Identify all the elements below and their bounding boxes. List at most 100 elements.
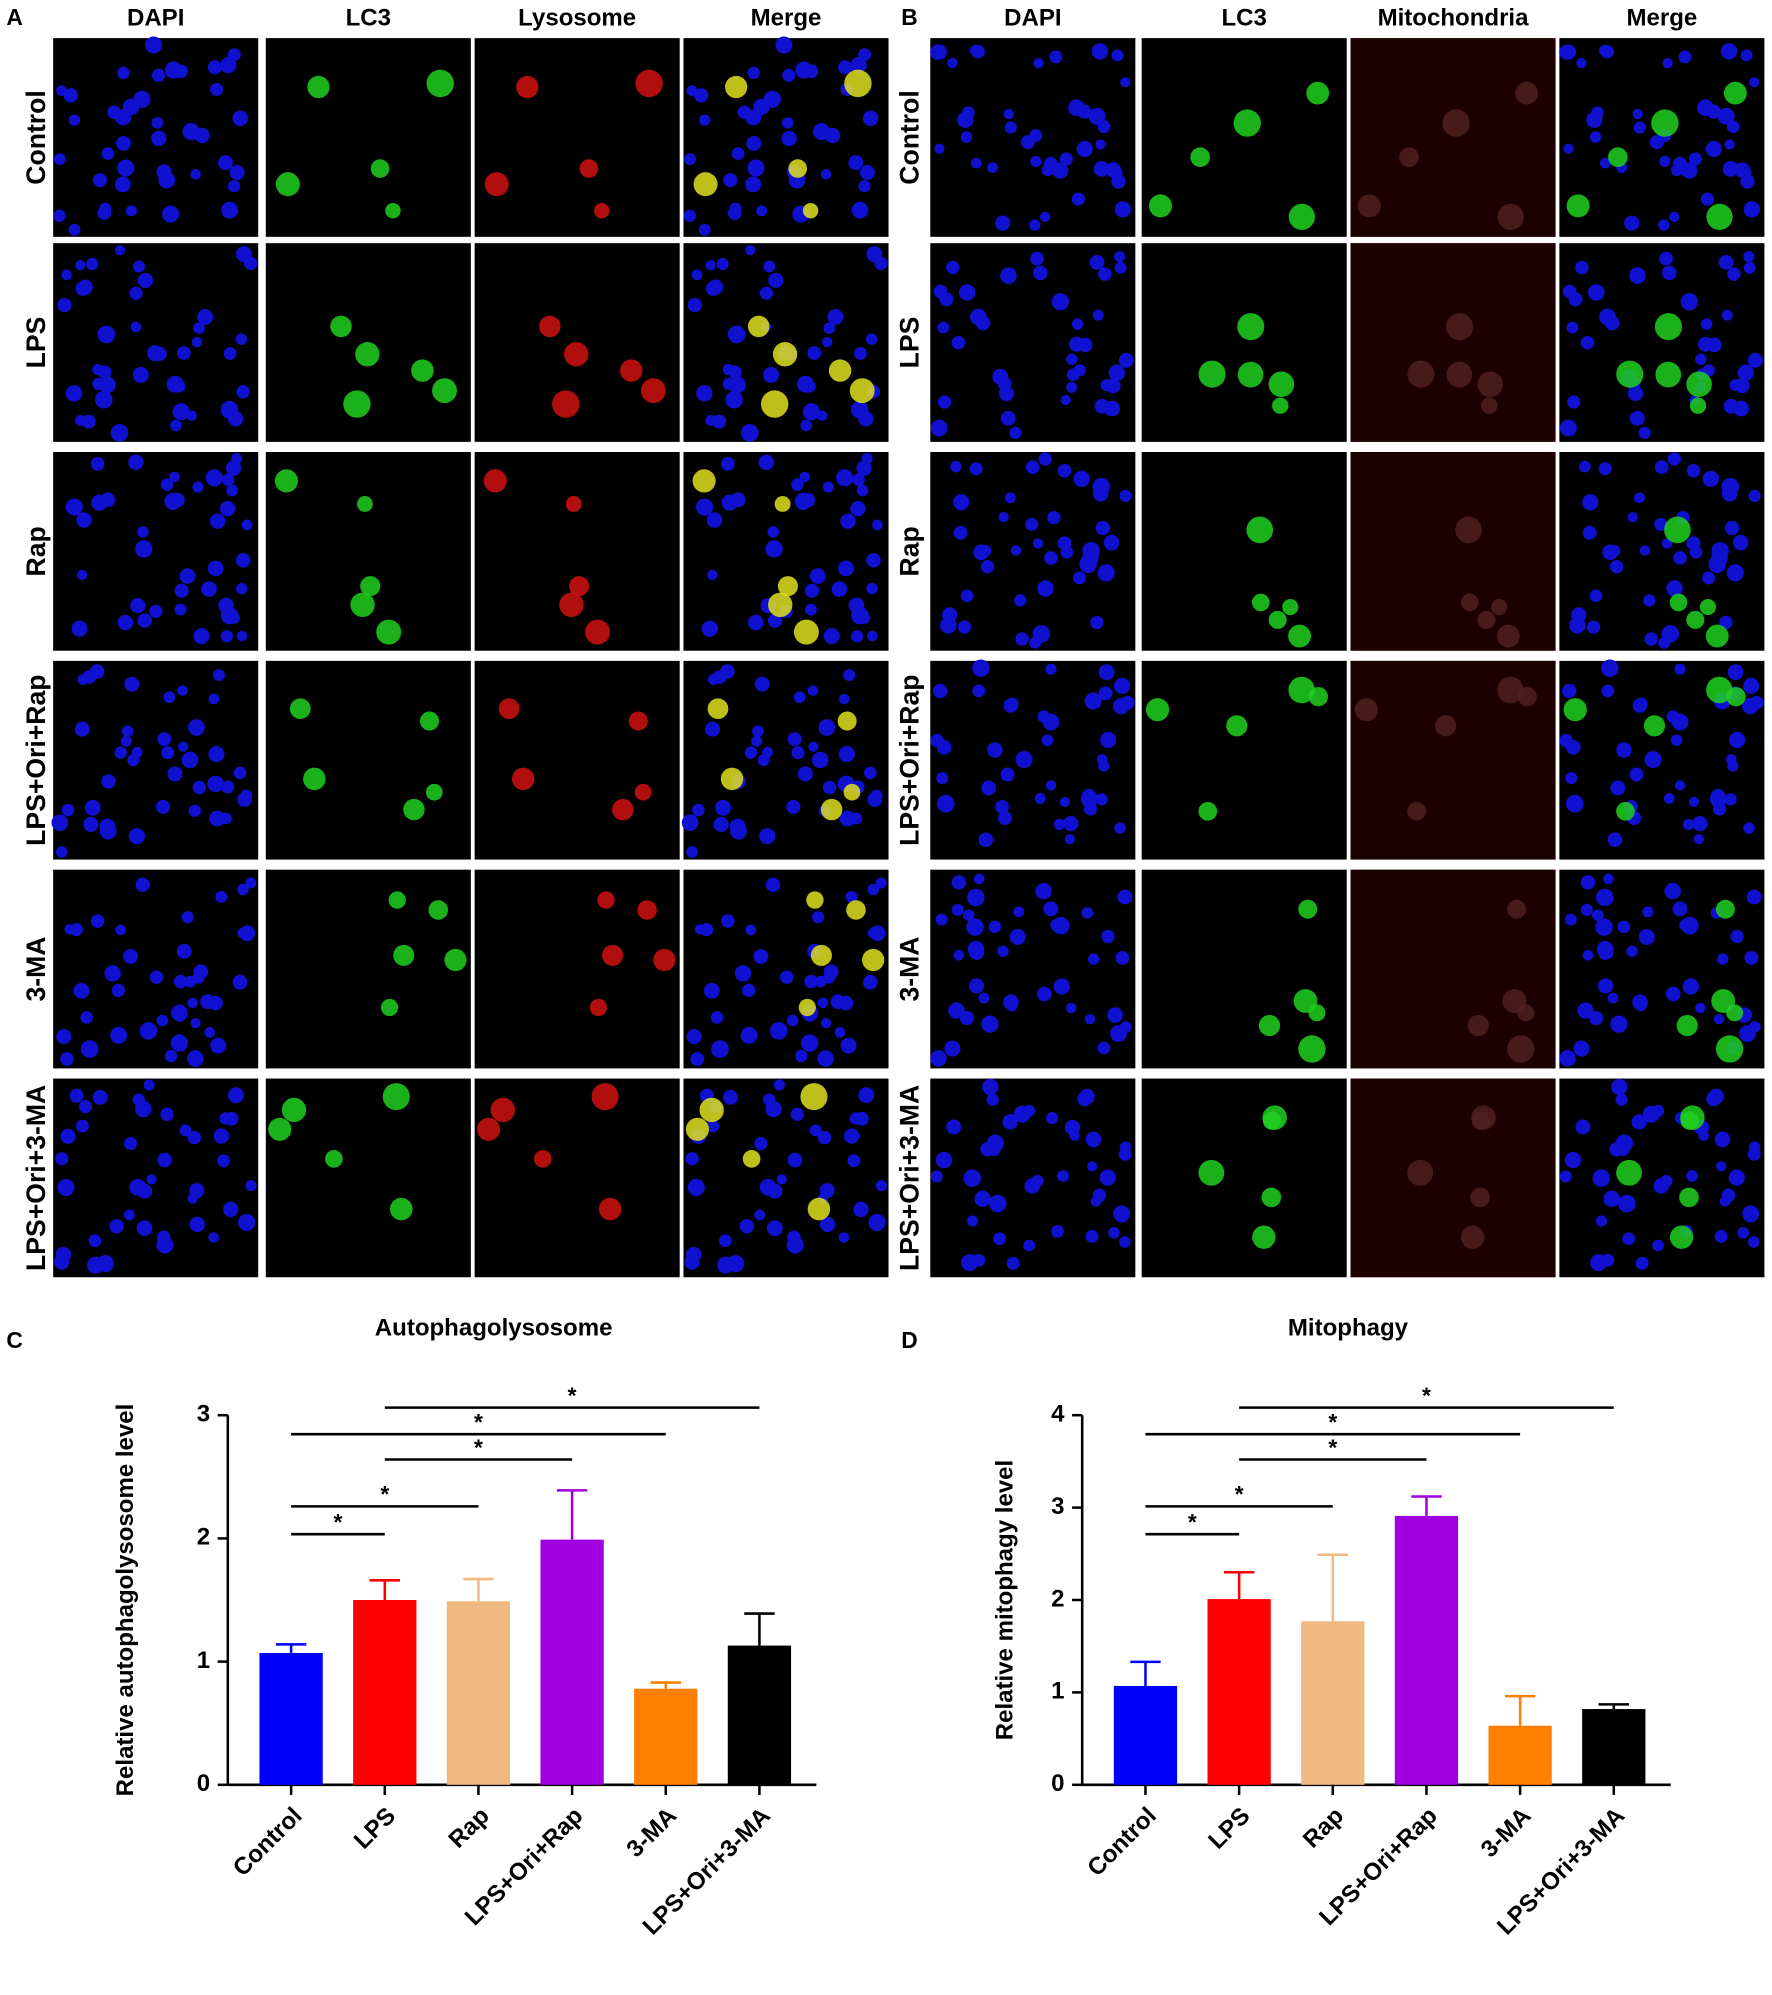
nucleus [1029, 219, 1041, 231]
micrograph [1141, 660, 1347, 860]
cell-signal [1268, 610, 1287, 629]
nucleus [1597, 978, 1614, 994]
x-tick-label: Control [1082, 1802, 1162, 1882]
nucleus [130, 598, 146, 614]
nucleus [875, 877, 887, 889]
x-tick-label: LPS [1203, 1802, 1255, 1854]
nucleus [776, 1174, 787, 1185]
nucleus [831, 581, 848, 597]
nucleus [986, 1093, 999, 1106]
nucleus [160, 1107, 174, 1121]
cell-signal [1608, 147, 1628, 167]
nucleus [1743, 201, 1761, 218]
nucleus [194, 127, 210, 144]
cell-signal [1298, 899, 1318, 919]
cell-signal [1669, 593, 1688, 612]
nucleus [1009, 928, 1026, 945]
nucleus [807, 685, 819, 696]
nucleus [228, 179, 241, 193]
nucleus [76, 1119, 89, 1133]
nucleus [953, 949, 965, 961]
nucleus [1015, 632, 1029, 646]
nucleus [723, 173, 738, 188]
nucleus [1108, 1227, 1120, 1239]
nucleus [687, 297, 702, 313]
cell-signal [498, 698, 520, 720]
nucleus [1090, 615, 1104, 630]
nucleus [838, 1232, 850, 1243]
cell-signal [699, 1097, 724, 1123]
nucleus [762, 1093, 776, 1106]
cell-signal [432, 378, 457, 404]
nucleus [221, 780, 235, 794]
error-bar [744, 1612, 775, 1646]
y-tick-label: 3 [197, 1401, 210, 1428]
nucleus [1743, 822, 1755, 834]
cell-signal [1497, 676, 1524, 704]
nucleus [786, 1236, 804, 1254]
nucleus [1117, 889, 1133, 905]
cell-signal [1145, 698, 1170, 722]
nucleus [1714, 1229, 1728, 1243]
nucleus [1000, 410, 1016, 426]
nucleus [1591, 909, 1604, 921]
nucleus [1565, 772, 1578, 785]
row-label: LPS [894, 317, 924, 369]
nucleus [817, 1130, 832, 1145]
nucleus [705, 281, 721, 296]
nucleus [1000, 767, 1015, 782]
y-tick-label: 2 [1051, 1585, 1064, 1612]
nucleus [137, 526, 149, 538]
nucleus [930, 733, 944, 748]
nucleus [936, 794, 955, 813]
cell-signal [597, 891, 615, 909]
nucleus [223, 1201, 239, 1218]
nucleus [773, 1079, 785, 1091]
nucleus [157, 1152, 172, 1168]
nucleus [146, 1174, 157, 1185]
nucleus [1617, 920, 1631, 934]
nucleus [1033, 265, 1048, 281]
nucleus [730, 822, 747, 840]
nucleus [1118, 352, 1134, 368]
cell-signal [360, 576, 381, 597]
nucleus [706, 1119, 720, 1133]
nucleus [742, 983, 756, 998]
nucleus [995, 799, 1010, 814]
micrograph-bg [1141, 38, 1347, 237]
nucleus [752, 725, 764, 738]
nucleus [1020, 135, 1035, 150]
cell-signal [798, 998, 816, 1017]
nucleus [858, 612, 871, 624]
nucleus [239, 925, 256, 942]
cell-signal [289, 698, 311, 720]
nucleus [1044, 551, 1058, 565]
nucleus [930, 1170, 943, 1183]
nucleus [1013, 1105, 1031, 1123]
stain [1350, 38, 1556, 237]
nucleus [1721, 1188, 1736, 1203]
cell-signal [1455, 516, 1482, 544]
nucleus [241, 519, 253, 531]
nucleus [99, 822, 117, 840]
nucleus [68, 223, 81, 236]
nucleus [1589, 131, 1602, 143]
nucleus [1059, 796, 1070, 807]
cell-signal [692, 469, 716, 493]
nucleus [1576, 57, 1587, 69]
micrograph [1350, 243, 1556, 442]
micrograph [930, 659, 1136, 860]
nucleus [1749, 1021, 1761, 1033]
nucleus [1608, 544, 1621, 557]
nucleus [137, 613, 152, 628]
nucleus [1564, 1151, 1582, 1169]
nucleus [1029, 636, 1042, 649]
nucleus [1004, 492, 1016, 504]
nucleus [1722, 161, 1739, 177]
nucleus [193, 322, 205, 334]
nucleus [1025, 517, 1039, 531]
nucleus [218, 597, 234, 614]
nucleus [1618, 1194, 1636, 1213]
nucleus [1705, 140, 1722, 158]
nucleus [1654, 460, 1669, 475]
